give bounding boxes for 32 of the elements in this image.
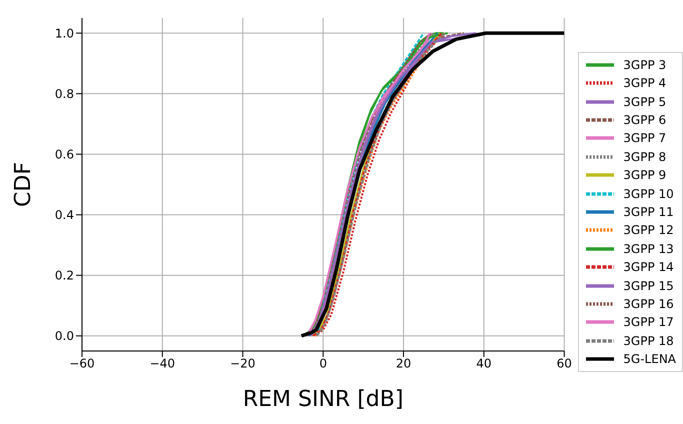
legend-label: 3GPP 7 xyxy=(623,131,666,146)
y-tick-label: 0.8 xyxy=(54,86,74,101)
legend-label: 3GPP 9 xyxy=(623,168,666,182)
legend-label: 3GPP 15 xyxy=(623,278,674,293)
x-tick-label: 40 xyxy=(476,356,492,371)
y-axis-title: CDF xyxy=(10,162,36,207)
x-tick-label: 0 xyxy=(319,356,327,371)
legend-label: 3GPP 14 xyxy=(623,260,674,274)
legend-label: 3GPP 10 xyxy=(623,186,674,201)
x-tick-label: −20 xyxy=(230,356,256,371)
x-tick-label: −40 xyxy=(150,356,176,371)
legend-label: 3GPP 13 xyxy=(623,242,674,256)
y-tick-label: 1.0 xyxy=(54,26,74,40)
legend-label: 3GPP 11 xyxy=(623,204,674,219)
y-tick-label: 0.2 xyxy=(54,268,74,283)
y-tick-label: 0.4 xyxy=(54,208,74,222)
legend-label: 3GPP 16 xyxy=(623,296,674,311)
legend-label: 3GPP 18 xyxy=(623,334,674,348)
y-tick-label: 0.0 xyxy=(54,329,74,344)
x-tick-label: 60 xyxy=(556,356,572,371)
legend-label: 3GPP 5 xyxy=(623,94,666,109)
legend-label: 3GPP 6 xyxy=(623,113,666,128)
legend-label: 3GPP 8 xyxy=(623,150,666,164)
legend-label: 3GPP 12 xyxy=(623,223,674,238)
legend-label: 3GPP 4 xyxy=(623,76,666,90)
legend-label: 3GPP 3 xyxy=(623,58,666,72)
legend-label: 5G-LENA xyxy=(623,352,676,366)
legend-label: 3GPP 17 xyxy=(623,315,674,330)
x-tick-label: −60 xyxy=(69,356,95,371)
y-tick-label: 0.6 xyxy=(54,147,74,162)
x-tick-label: 20 xyxy=(396,356,412,371)
x-axis-title: REM SINR [dB] xyxy=(242,387,404,412)
